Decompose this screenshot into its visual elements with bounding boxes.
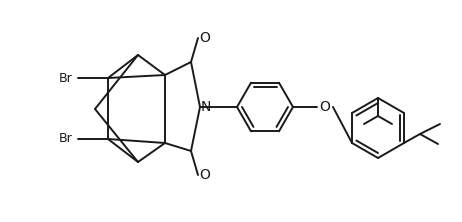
Text: O: O	[200, 31, 210, 45]
Text: Br: Br	[59, 71, 73, 85]
Text: O: O	[320, 100, 330, 114]
Text: O: O	[200, 168, 210, 182]
Text: Br: Br	[59, 133, 73, 145]
Text: N: N	[201, 100, 211, 114]
